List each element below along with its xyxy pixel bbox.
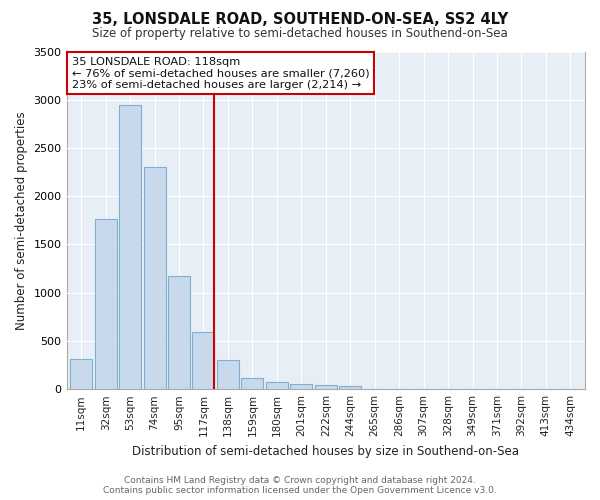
Bar xyxy=(143,168,166,389)
Bar xyxy=(193,332,214,389)
Bar xyxy=(315,385,337,389)
Text: Size of property relative to semi-detached houses in Southend-on-Sea: Size of property relative to semi-detach… xyxy=(92,28,508,40)
Bar xyxy=(217,360,239,389)
Text: 35 LONSDALE ROAD: 118sqm
← 76% of semi-detached houses are smaller (7,260)
23% o: 35 LONSDALE ROAD: 118sqm ← 76% of semi-d… xyxy=(72,56,370,90)
Bar xyxy=(95,220,116,389)
Text: Contains HM Land Registry data © Crown copyright and database right 2024.
Contai: Contains HM Land Registry data © Crown c… xyxy=(103,476,497,495)
Bar xyxy=(290,384,313,389)
Bar xyxy=(168,276,190,389)
Bar xyxy=(241,378,263,389)
Bar xyxy=(266,382,288,389)
Y-axis label: Number of semi-detached properties: Number of semi-detached properties xyxy=(15,111,28,330)
Bar xyxy=(339,386,361,389)
Text: 35, LONSDALE ROAD, SOUTHEND-ON-SEA, SS2 4LY: 35, LONSDALE ROAD, SOUTHEND-ON-SEA, SS2 … xyxy=(92,12,508,28)
Bar xyxy=(70,360,92,389)
Bar xyxy=(119,104,141,389)
X-axis label: Distribution of semi-detached houses by size in Southend-on-Sea: Distribution of semi-detached houses by … xyxy=(132,444,519,458)
